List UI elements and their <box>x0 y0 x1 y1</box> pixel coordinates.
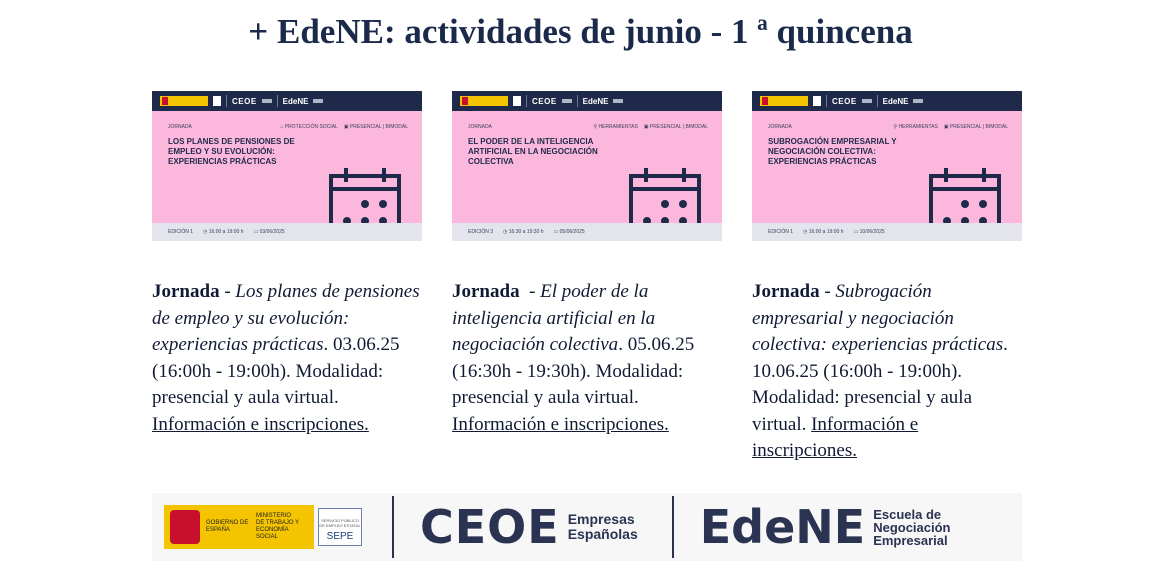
event-type-tag: JORNADA <box>168 124 192 130</box>
calendar-icon <box>629 168 701 236</box>
gobierno-logo <box>760 96 808 106</box>
event-registration-link[interactable]: Información e inscripciones. <box>452 413 669 435</box>
event-details: . 10.06.25 (16:00h - 19:00h). Modalidad:… <box>752 334 1008 435</box>
sepe-logo <box>213 96 221 106</box>
sepe-small-text: SERVICIO PÚBLICO DE EMPLEO ESTATAL <box>319 518 361 528</box>
banner-headline: EL PODER DE LA INTELIGENCIA ARTIFICIAL E… <box>468 137 598 166</box>
event-dash: - <box>819 281 836 302</box>
sepe-logo <box>513 96 521 106</box>
ceoe-logo: CEOE <box>532 96 557 106</box>
event-modality: ▣ PRESENCIAL | BIMODAL <box>643 124 708 130</box>
footer-divider <box>671 496 674 558</box>
sepe-logo: SERVICIO PÚBLICO DE EMPLEO ESTATAL SEPE <box>318 508 362 546</box>
spain-crest-icon <box>170 510 200 544</box>
event-time: ◷ 16:30 a 19:30 h <box>503 229 544 235</box>
event-dash: - <box>519 281 541 302</box>
event-card: CEOE EdeNE JORNADA ⚲ HERRAMIENTAS ▣ PRES… <box>452 91 722 438</box>
event-details: . 03.06.25 (16:00h - 19:00h). Modalidad:… <box>152 334 400 408</box>
gobierno-logo <box>460 96 508 106</box>
event-edition: EDICIÓN 1 <box>168 229 194 235</box>
sepe-word: SEPE <box>326 531 354 542</box>
event-modality: ▣ PRESENCIAL | BIMODAL <box>343 124 408 130</box>
ceoe-logo: CEOE <box>232 96 257 106</box>
edene-logo: EdeNE <box>882 96 909 106</box>
gobierno-logo <box>160 96 208 106</box>
event-topic: Subrogación empresarial y negociación co… <box>752 281 1004 355</box>
event-kind: Jornada <box>152 281 220 302</box>
ceoe-logo: CEOE <box>832 96 857 106</box>
event-type-tag: JORNADA <box>468 124 492 130</box>
event-card: CEOE EdeNE JORNADA ⚲ HERRAMIENTAS ▣ PRES… <box>752 91 1022 465</box>
event-banner[interactable]: CEOE EdeNE JORNADA ⚲ HERRAMIENTAS ▣ PRES… <box>452 91 722 241</box>
event-date: ▭ 03/06/2025 <box>253 229 285 235</box>
banner-logo-bar: CEOE EdeNE <box>452 91 722 111</box>
banner-footer: EDICIÓN 1 ◷ 16:00 a 19:00 h ▭ 03/06/2025 <box>152 223 422 241</box>
event-date: ▭ 10/06/2025 <box>853 229 885 235</box>
event-type-tag: JORNADA <box>768 124 792 130</box>
event-time: ◷ 16:00 a 19:00 h <box>803 229 844 235</box>
event-category: ⚲ HERRAMIENTAS <box>893 124 938 130</box>
ceoe-subtitle: Empresas Españolas <box>567 511 638 542</box>
banner-headline: SUBROGACIÓN EMPRESARIAL Y NEGOCIACIÓN CO… <box>768 137 897 166</box>
banner-footer: EDICIÓN 3 ◷ 16:30 a 19:30 h ▭ 05/06/2025 <box>452 223 722 241</box>
event-card: CEOE EdeNE JORNADA ⌂ PROTECCIÓN SOCIAL ▣… <box>152 91 422 438</box>
event-registration-link[interactable]: Información e inscripciones. <box>152 413 369 435</box>
edene-logo: EdeNE <box>282 96 309 106</box>
event-time: ◷ 16:00 a 19:00 h <box>203 229 244 235</box>
banner-footer: EDICIÓN 1 ◷ 16:00 a 19:00 h ▭ 10/06/2025 <box>752 223 1022 241</box>
edene-subtitle: Escuela de Negociación Empresarial <box>873 506 951 548</box>
gobierno-ministerio-logo: GOBIERNO DE ESPAÑA MINISTERIO DE TRABAJO… <box>164 505 314 549</box>
event-modality: ▣ PRESENCIAL | BIMODAL <box>943 124 1008 130</box>
event-kind: Jornada <box>452 281 520 302</box>
event-category: ⌂ PROTECCIÓN SOCIAL <box>280 124 338 130</box>
page-title: + EdeNE: actividades de junio - 1 ª quin… <box>248 12 913 51</box>
event-topic: El poder de la inteligencia artificial e… <box>452 281 656 355</box>
event-banner[interactable]: CEOE EdeNE JORNADA ⌂ PROTECCIÓN SOCIAL ▣… <box>152 91 422 241</box>
event-category: ⚲ HERRAMIENTAS <box>593 124 638 130</box>
event-kind: Jornada <box>752 281 820 302</box>
event-details: . 05.06.25 (16:30h - 19:30h). Modalidad:… <box>452 334 695 408</box>
ceoe-logo: CEOE <box>420 500 560 554</box>
edene-logo: EdeNE <box>582 96 609 106</box>
event-dash: - <box>219 281 236 302</box>
footer-divider <box>392 496 394 558</box>
event-description: Jornada - El poder de la inteligencia ar… <box>452 279 722 438</box>
sponsor-footer: GOBIERNO DE ESPAÑA MINISTERIO DE TRABAJO… <box>152 493 1022 561</box>
edene-logo: EdeNE <box>699 500 866 554</box>
event-registration-link[interactable]: Información e inscripciones. <box>752 413 919 462</box>
event-description: Jornada - Subrogación empresarial y nego… <box>752 279 1022 465</box>
event-description: Jornada - Los planes de pensiones de emp… <box>152 279 422 438</box>
event-edition: EDICIÓN 3 <box>468 229 494 235</box>
gov-text: GOBIERNO DE ESPAÑA <box>206 520 249 533</box>
banner-headline: LOS PLANES DE PENSIONES DE EMPLEO Y SU E… <box>168 137 295 166</box>
event-date: ▭ 05/06/2025 <box>553 229 585 235</box>
banner-logo-bar: CEOE EdeNE <box>752 91 1022 111</box>
banner-logo-bar: CEOE EdeNE <box>152 91 422 111</box>
event-banner[interactable]: CEOE EdeNE JORNADA ⚲ HERRAMIENTAS ▣ PRES… <box>752 91 1022 241</box>
sepe-logo <box>813 96 821 106</box>
ministry-text: MINISTERIO DE TRABAJO Y ECONOMÍA SOCIAL <box>256 513 300 540</box>
event-topic: Los planes de pensiones de empleo y su e… <box>152 281 420 355</box>
event-edition: EDICIÓN 1 <box>768 229 794 235</box>
